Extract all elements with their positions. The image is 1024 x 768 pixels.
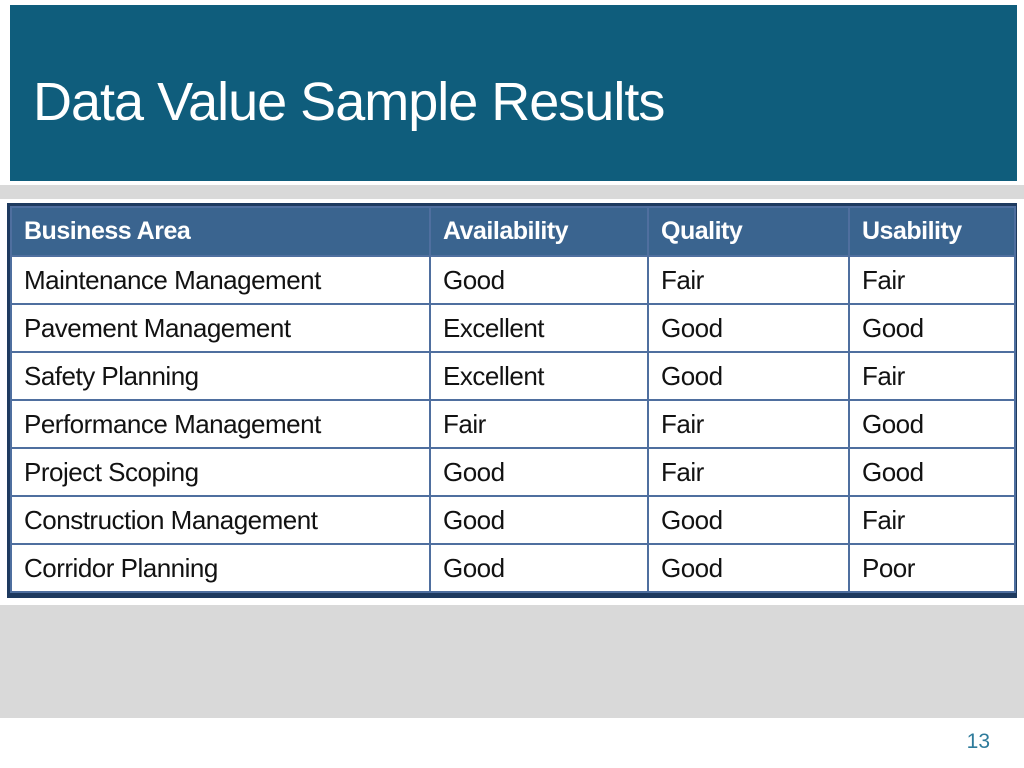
top-gray-band — [0, 185, 1024, 199]
usability-rating-cell: Fair — [848, 495, 1016, 545]
quality-rating-cell: Good — [647, 495, 850, 545]
business-area-cell: Safety Planning — [10, 351, 431, 401]
availability-rating-cell: Excellent — [429, 303, 649, 353]
usability-rating-cell: Good — [848, 303, 1016, 353]
availability-rating-cell: Good — [429, 447, 649, 497]
table-row: Pavement Management Excellent Good Good — [10, 303, 1016, 353]
usability-rating-cell: Good — [848, 399, 1016, 449]
quality-rating-cell: Fair — [647, 447, 850, 497]
quality-rating-cell: Fair — [647, 399, 850, 449]
results-table-container: Business Area Availability Quality Usabi… — [7, 203, 1017, 598]
quality-rating-cell: Fair — [647, 255, 850, 305]
business-area-cell: Performance Management — [10, 399, 431, 449]
page-number: 13 — [966, 730, 990, 753]
results-table: Business Area Availability Quality Usabi… — [10, 206, 1016, 593]
table-header-row: Business Area Availability Quality Usabi… — [10, 206, 1016, 257]
quality-rating-cell: Good — [647, 303, 850, 353]
column-header-availability: Availability — [429, 206, 649, 257]
business-area-cell: Project Scoping — [10, 447, 431, 497]
title-bar: Data Value Sample Results — [10, 5, 1017, 181]
quality-rating-cell: Good — [647, 351, 850, 401]
usability-rating-cell: Good — [848, 447, 1016, 497]
usability-rating-cell: Poor — [848, 543, 1016, 593]
table-row: Corridor Planning Good Good Poor — [10, 543, 1016, 593]
business-area-cell: Construction Management — [10, 495, 431, 545]
column-header-usability: Usability — [848, 206, 1016, 257]
column-header-quality: Quality — [647, 206, 850, 257]
availability-rating-cell: Excellent — [429, 351, 649, 401]
table-row: Maintenance Management Good Fair Fair — [10, 255, 1016, 305]
availability-rating-cell: Fair — [429, 399, 649, 449]
column-header-business-area: Business Area — [10, 206, 431, 257]
usability-rating-cell: Fair — [848, 255, 1016, 305]
business-area-cell: Corridor Planning — [10, 543, 431, 593]
availability-rating-cell: Good — [429, 495, 649, 545]
table-row: Project Scoping Good Fair Good — [10, 447, 1016, 497]
table-row: Performance Management Fair Fair Good — [10, 399, 1016, 449]
table-row: Construction Management Good Good Fair — [10, 495, 1016, 545]
quality-rating-cell: Good — [647, 543, 850, 593]
availability-rating-cell: Good — [429, 255, 649, 305]
bottom-gray-band — [0, 605, 1024, 718]
table-body: Maintenance Management Good Fair Fair Paveme… — [10, 255, 1016, 593]
business-area-cell: Pavement Management — [10, 303, 431, 353]
business-area-cell: Maintenance Management — [10, 255, 431, 305]
usability-rating-cell: Fair — [848, 351, 1016, 401]
availability-rating-cell: Good — [429, 543, 649, 593]
table-row: Safety Planning Excellent Good Fair — [10, 351, 1016, 401]
slide-title: Data Value Sample Results — [33, 72, 665, 132]
